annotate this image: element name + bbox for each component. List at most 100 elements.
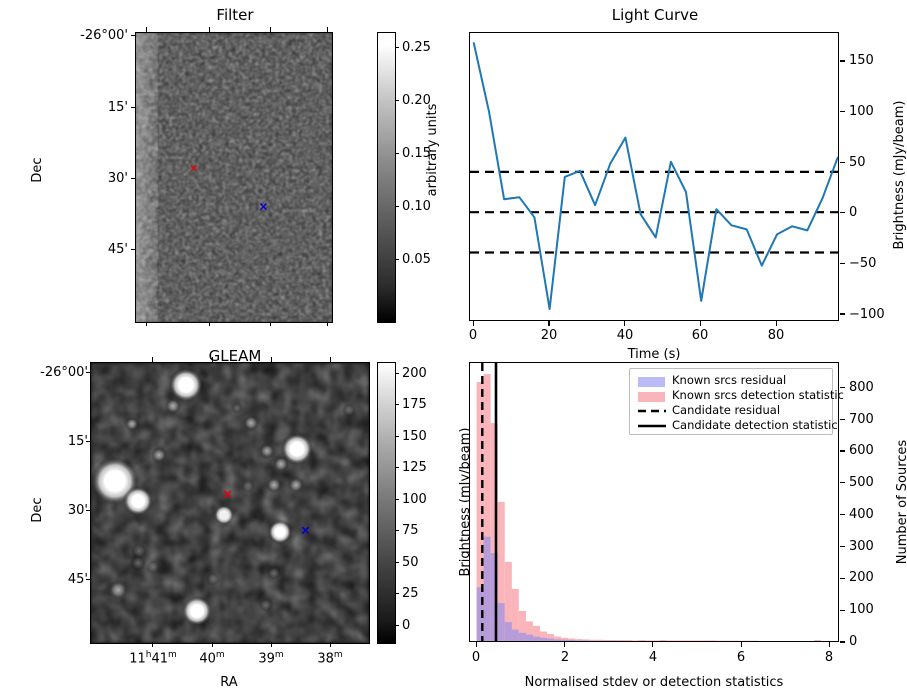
filter-panel-title: Filter	[216, 6, 254, 24]
gleam-cbar-tick-6	[395, 562, 399, 564]
faint-source	[259, 443, 275, 459]
hist-ytick-label-7: 700	[849, 412, 874, 427]
lc-ytick-mark-2	[840, 161, 845, 163]
faint-source	[342, 403, 356, 417]
filter-ylabel: Dec	[30, 157, 45, 183]
lc-ytick-mark-0	[840, 60, 845, 62]
hist-ytick-mark-4	[840, 514, 845, 516]
hist-ytick-label-6: 600	[849, 443, 874, 458]
gleam-cbar-label-5: 75	[402, 523, 419, 538]
bright-source	[281, 433, 313, 465]
histogram-plot-area[interactable]: Known srcs residual Known srcs detection…	[469, 362, 844, 642]
hist-bars-residual	[476, 536, 618, 641]
gleam-cbar-tick-2	[395, 436, 399, 438]
filter-cbar-tick-3	[395, 206, 399, 208]
gleam-xtick-label-1: 40m	[190, 650, 234, 666]
hist-xtick-mark-4	[828, 642, 831, 647]
hist-ytick-mark-1	[840, 609, 845, 611]
filter-ytick-mark-1	[131, 107, 135, 109]
hist-ytick-mark-5	[840, 482, 845, 484]
gleam-cbar-tick-5	[395, 530, 399, 532]
lc-ytick-label-2: 50	[849, 155, 866, 170]
faint-source	[241, 479, 255, 493]
gleam-xtick-mark-t1	[212, 357, 214, 362]
faint-source	[266, 477, 282, 493]
candidate-counterpart-source	[268, 520, 292, 544]
lc-ytick-label-4: −50	[849, 256, 877, 271]
lc-ytick-label-1: 100	[849, 104, 874, 119]
gleam-cbar-label-8: 0	[402, 618, 411, 633]
filter-ytick-1: 15'	[107, 100, 128, 115]
filter-cbar-tick-2	[395, 153, 399, 155]
gleam-sky-image[interactable]	[90, 362, 370, 644]
gleam-xlabel: RA	[220, 675, 238, 690]
faint-source	[231, 402, 243, 414]
gleam-cbar-tick-3	[395, 467, 399, 469]
gleam-xtick-label-0-hours: 11	[129, 651, 146, 667]
histogram-render	[476, 363, 822, 641]
gleam-xtick-label-1-m: m	[215, 650, 225, 660]
bright-source	[123, 486, 153, 516]
gleam-cbar-label-4: 100	[402, 492, 427, 507]
hist-ytick-label-8: 800	[849, 380, 874, 395]
gleam-ytick-0: -26°00'	[40, 365, 88, 380]
filter-xtick-mark-t2	[270, 27, 272, 32]
gleam-cbar-tick-4	[395, 499, 399, 501]
lc-ytick-mark-1	[840, 110, 845, 113]
faint-source	[206, 572, 220, 586]
lc-xtick-mark-0	[472, 321, 474, 326]
hist-xtick-label-4: 8	[824, 650, 834, 665]
filter-colorbar	[377, 32, 396, 323]
filter-xtick-mark-b0	[146, 321, 148, 326]
gleam-ytick-1: 15'	[67, 434, 88, 449]
gleam-sky-render	[91, 363, 369, 643]
hist-ytick-mark-3	[840, 545, 845, 548]
filter-cbar-label-3: 0.10	[402, 199, 431, 214]
legend-swatch-detection	[638, 391, 665, 402]
gleam-cbar-label-1: 175	[402, 397, 427, 412]
hist-ytick-label-0: 0	[849, 634, 858, 649]
faint-source	[165, 398, 181, 414]
gleam-xtick-label-0-m: m	[168, 650, 177, 660]
filter-ytick-3: 45'	[107, 242, 128, 257]
hist-ytick-label-2: 200	[849, 570, 874, 585]
filter-xtick-mark-t3	[327, 27, 329, 32]
faint-source	[267, 566, 281, 580]
gleam-xtick-label-3: 38m	[308, 650, 352, 666]
filter-ytick-0: -26°00'	[80, 28, 128, 43]
light-curve-line	[472, 42, 838, 310]
light-curve-plot-area[interactable]	[469, 32, 839, 321]
lc-ytick-mark-3	[840, 212, 845, 214]
gleam-ytick-mark-0	[86, 372, 90, 374]
legend-swatch-residual	[638, 376, 665, 387]
lc-ytick-mark-4	[840, 262, 845, 265]
filter-ytick-mark-0	[131, 35, 135, 37]
lc-ytick-label-0: 150	[849, 53, 874, 68]
faint-source	[131, 543, 147, 559]
lc-xtick-label-2: 40	[616, 328, 634, 343]
gleam-ytick-mark-2	[86, 510, 90, 512]
gleam-cbar-tick-8	[395, 625, 399, 627]
gleam-xtick-label-1-min: 40	[199, 651, 216, 667]
filter-xtick-mark-b2	[270, 321, 272, 326]
hist-xtick-mark-1	[563, 642, 566, 647]
bright-source	[214, 505, 234, 525]
filter-xtick-mark-t1	[209, 27, 211, 32]
gleam-xtick-mark-t0	[152, 357, 154, 362]
legend-label-known-srcs-detection-statistic: Known srcs detection statistic	[672, 388, 844, 402]
gleam-colorbar	[377, 362, 396, 644]
gleam-cbar-label-2: 150	[402, 429, 427, 444]
legend-solid-line-icon	[638, 424, 666, 428]
gleam-cbar-tick-1	[395, 404, 399, 406]
filter-cbar-label-2: 0.15	[402, 146, 431, 161]
faint-source	[125, 417, 139, 431]
hist-xtick-label-3: 6	[736, 650, 746, 665]
filter-sky-image[interactable]	[135, 32, 333, 323]
lc-xtick-label-0: 0	[468, 328, 478, 343]
gleam-xtick-label-3-min: 38	[317, 651, 334, 667]
hist-xtick-mark-0	[475, 642, 477, 647]
bright-source	[169, 368, 203, 402]
faint-source	[151, 447, 167, 463]
faint-source	[273, 456, 289, 472]
